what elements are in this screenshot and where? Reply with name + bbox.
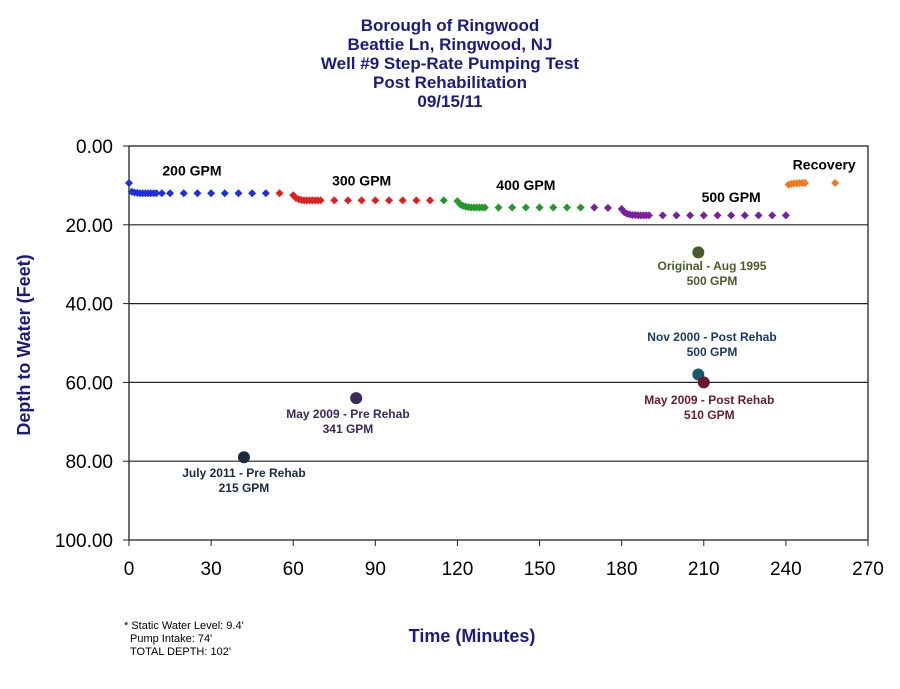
historical-point-label: Original - Aug 1995 [658, 259, 767, 273]
y-tick-label: 60.00 [65, 373, 113, 394]
historical-point-label: 215 GPM [219, 481, 270, 495]
y-tick-label: 0.00 [76, 137, 113, 158]
data-point [371, 196, 380, 205]
data-point [494, 203, 503, 212]
step-label: 400 GPM [496, 177, 555, 193]
data-point [343, 196, 352, 205]
x-tick-label: 30 [201, 559, 222, 580]
x-tick-label: 180 [606, 559, 638, 580]
data-point [125, 179, 133, 188]
data-point [248, 189, 257, 198]
data-point [672, 211, 681, 220]
title-line-4: Post Rehabilitation [373, 73, 527, 92]
data-point [686, 211, 695, 220]
data-point [330, 196, 339, 205]
data-point [166, 189, 175, 198]
data-point [275, 189, 284, 198]
step-label: 300 GPM [332, 172, 391, 188]
data-point [220, 189, 229, 198]
historical-point [697, 376, 710, 389]
data-point [831, 179, 840, 188]
data-point [357, 196, 366, 205]
tick-labels: 0.00 20.00 40.00 60.00 80.00 100.00 0 30 60 90 120… [55, 137, 884, 580]
data-point [521, 203, 530, 212]
plot-frame [128, 145, 869, 541]
x-tick-label: 210 [688, 559, 720, 580]
x-tick-label: 0 [124, 559, 135, 580]
data-point [261, 189, 270, 198]
step-label: 200 GPM [162, 163, 221, 179]
data-point [157, 189, 166, 198]
data-point [234, 189, 243, 198]
data-point [508, 203, 517, 212]
data-point [658, 211, 667, 220]
step-label: 500 GPM [702, 189, 761, 205]
historical-point-label: 341 GPM [323, 422, 374, 436]
axes [123, 145, 869, 546]
data-point [645, 211, 654, 220]
historical-point [237, 451, 250, 464]
data-point [549, 203, 558, 212]
data-point [781, 211, 790, 220]
data-point [768, 211, 777, 220]
historical-point-label: May 2009 - Pre Rehab [286, 407, 409, 421]
data-point [152, 189, 161, 198]
title-line-3: Well #9 Step-Rate Pumping Test [320, 54, 580, 73]
y-tick-label: 20.00 [65, 216, 113, 237]
y-axis-label: Depth to Water (Feet) [14, 254, 34, 435]
data-point [316, 196, 325, 205]
x-tick-label: 60 [283, 559, 304, 580]
title-line-1: Borough of Ringwood [360, 16, 540, 35]
pump-intake-note: Pump Intake: 74' [130, 633, 213, 645]
x-tick-label: 240 [770, 559, 802, 580]
data-point [480, 203, 489, 212]
data-point [193, 189, 202, 198]
title-line-2: Beattie Ln, Ringwood, NJ [347, 35, 553, 54]
data-point [412, 196, 421, 205]
historical-point-label: Nov 2000 - Post Rehab [647, 330, 776, 344]
data-point [398, 196, 407, 205]
y-tick-label: 80.00 [65, 452, 113, 473]
x-tick-label: 150 [524, 559, 556, 580]
annotations: 200 GPM 300 GPM 400 GPM 500 GPM Recovery July… [162, 157, 856, 495]
data-point [603, 203, 612, 212]
historical-point-label: July 2011 - Pre Rehab [182, 466, 305, 480]
historical-point [350, 392, 363, 405]
historical-point-label: 500 GPM [687, 345, 738, 359]
data-point [426, 196, 435, 205]
historical-point-label: May 2009 - Post Rehab [644, 393, 774, 407]
grid-lines [129, 224, 868, 462]
y-tick-label: 40.00 [65, 295, 113, 316]
data-point [207, 189, 216, 198]
data-point [740, 211, 749, 220]
x-axis-label: Time (Minutes) [409, 626, 536, 646]
historical-point [692, 246, 705, 259]
x-tick-label: 120 [442, 559, 474, 580]
data-point [179, 189, 188, 198]
data-point [535, 203, 544, 212]
data-point [590, 203, 599, 212]
data-point [576, 203, 585, 212]
total-depth-note: TOTAL DEPTH: 102' [130, 646, 231, 658]
data-point [699, 211, 708, 220]
data-point [562, 203, 571, 212]
data-point [385, 196, 394, 205]
data-point [713, 211, 722, 220]
step-label: Recovery [793, 157, 856, 173]
title-line-5: 09/15/11 [417, 92, 483, 111]
x-tick-label: 90 [365, 559, 386, 580]
data-point [439, 196, 448, 205]
y-tick-label: 100.00 [55, 531, 113, 552]
data-marks [125, 179, 840, 464]
historical-point-label: 500 GPM [687, 274, 738, 288]
data-point [727, 211, 736, 220]
chart-title: Borough of Ringwood Beattie Ln, Ringwood… [0, 16, 900, 111]
static-water-level-note: * Static Water Level: 9.4' [124, 620, 244, 632]
data-point [754, 211, 763, 220]
data-point [801, 179, 810, 188]
historical-point-label: 510 GPM [684, 408, 735, 422]
x-tick-label: 270 [852, 559, 884, 580]
